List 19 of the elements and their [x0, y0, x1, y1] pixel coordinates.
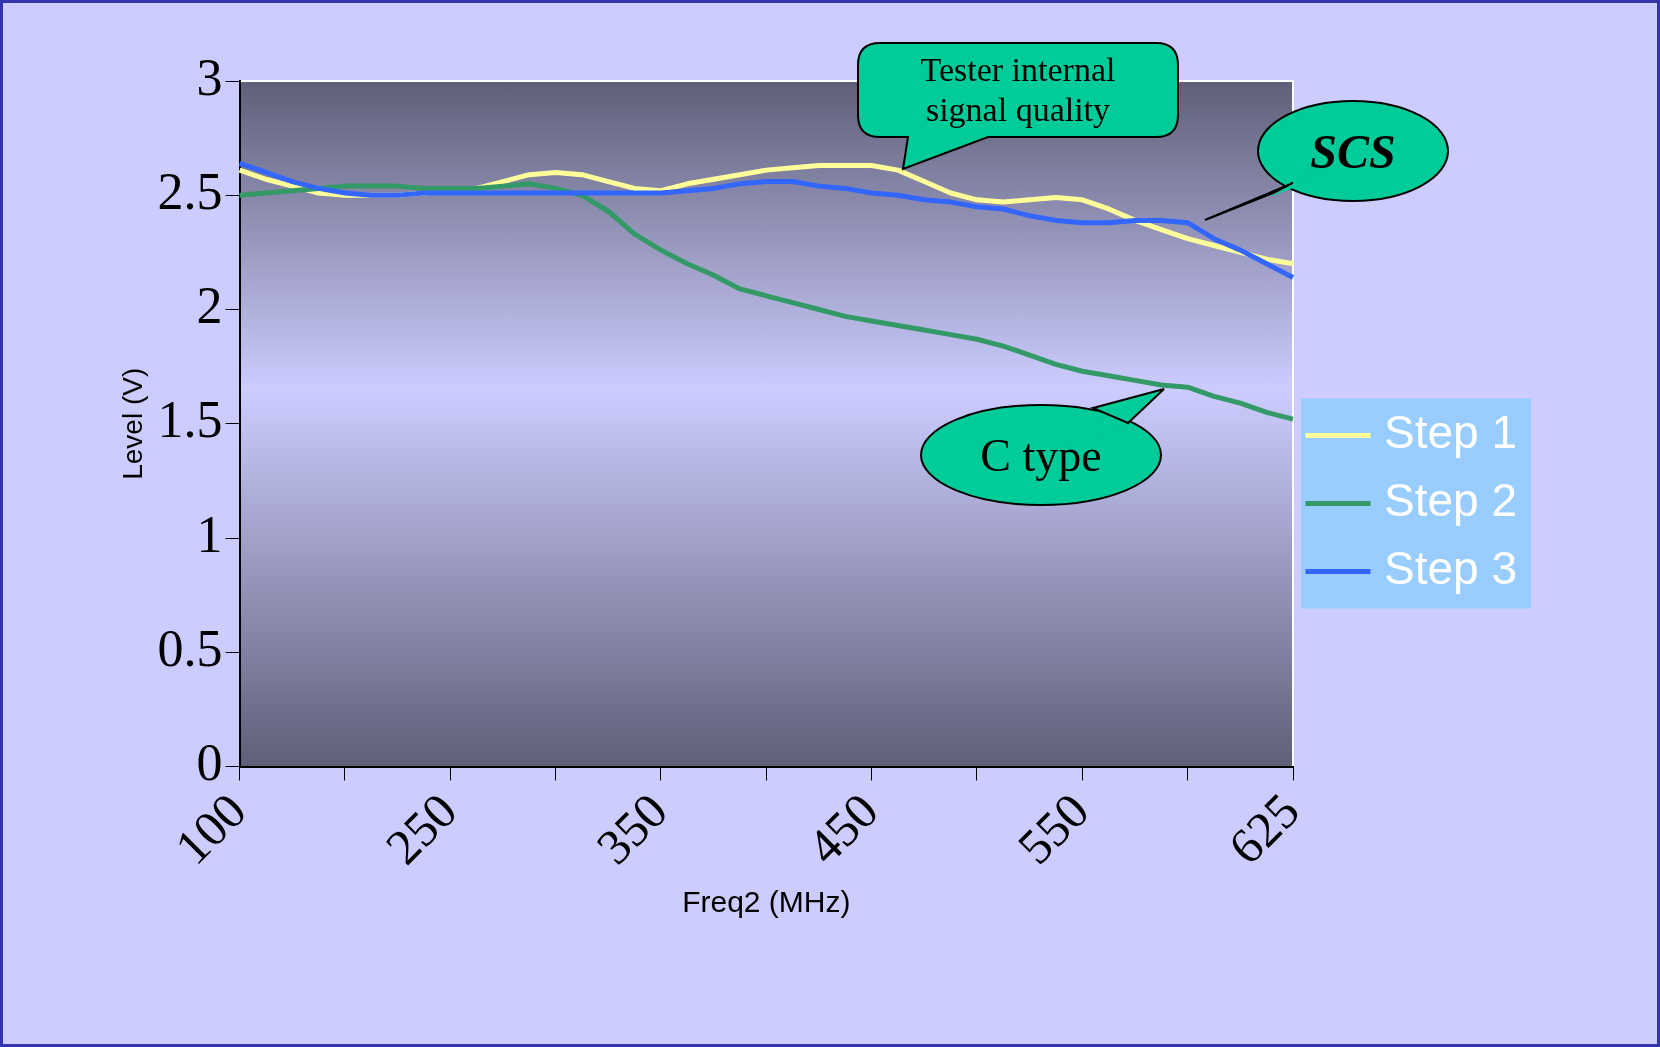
x-tick-label: 625	[1217, 782, 1311, 875]
y-axis-title: Level (V)	[116, 367, 148, 480]
x-tick-label: 550	[1006, 782, 1100, 875]
y-tick-label: 2.5	[157, 162, 223, 220]
y-tick-label: 2	[196, 277, 223, 335]
y-tick-label: 1.5	[157, 391, 223, 449]
x-tick-label: 250	[374, 782, 468, 875]
legend-label: Step 2	[1384, 474, 1518, 527]
x-tick-label: 350	[585, 782, 679, 875]
x-tick-label: 450	[796, 782, 889, 875]
legend-label: Step 3	[1384, 542, 1518, 595]
y-tick-label: 3	[196, 48, 223, 106]
text: SCS	[1310, 124, 1396, 178]
annotation: C type	[980, 429, 1102, 481]
annotation: Tester internal signal quality	[919, 50, 1117, 130]
x-axis-title: Freq2 (MHz)	[682, 885, 851, 919]
legend-label: Step 1	[1384, 406, 1518, 459]
y-tick-label: 1	[196, 505, 223, 563]
y-tick-label: 0.5	[157, 619, 223, 677]
